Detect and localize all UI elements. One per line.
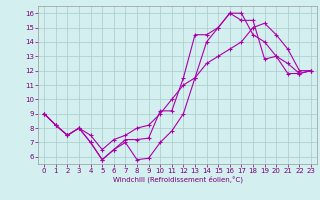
X-axis label: Windchill (Refroidissement éolien,°C): Windchill (Refroidissement éolien,°C) bbox=[113, 176, 243, 183]
